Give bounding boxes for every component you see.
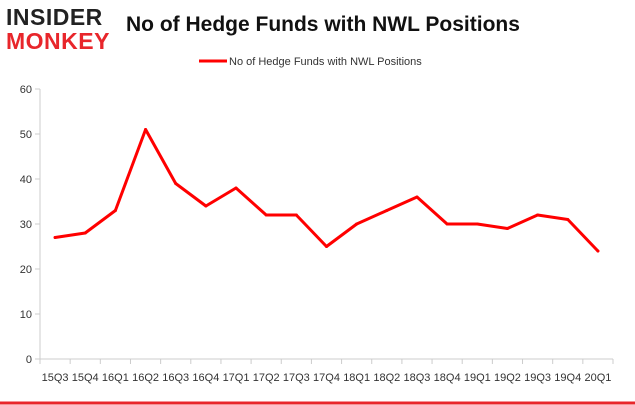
legend-label: No of Hedge Funds with NWL Positions [229, 56, 422, 68]
data-point [53, 236, 57, 239]
x-tick-label: 17Q4 [313, 372, 340, 384]
logo-line-1: INSIDER [6, 4, 103, 30]
x-tick-label: 15Q4 [72, 372, 99, 384]
x-tick-label: 16Q2 [132, 372, 159, 384]
x-tick-label: 17Q1 [223, 372, 250, 384]
data-point [445, 222, 449, 226]
x-tick-label: 16Q3 [162, 372, 189, 384]
series-line [53, 128, 600, 253]
logo-line-2: MONKEY [6, 28, 110, 54]
x-tick-label: 17Q3 [283, 372, 310, 384]
data-point [204, 204, 208, 208]
data-point [144, 128, 148, 131]
data-point [415, 195, 419, 199]
legend: No of Hedge Funds with NWL Positions [199, 56, 422, 68]
data-point [234, 186, 238, 190]
data-point [113, 209, 117, 212]
x-tick-label: 19Q1 [464, 372, 491, 384]
x-tick-label: 18Q2 [373, 372, 400, 384]
x-tick-label: 16Q1 [102, 372, 129, 384]
y-tick-label: 20 [20, 264, 32, 276]
data-point [385, 209, 389, 212]
data-point [566, 218, 570, 221]
data-point [174, 182, 178, 185]
series-layer [53, 128, 600, 253]
x-tick-label: 18Q3 [404, 372, 431, 384]
data-point [264, 213, 268, 217]
y-tick-label: 30 [20, 219, 32, 231]
chart-title: No of Hedge Funds with NWL Positions [126, 13, 520, 36]
data-point [475, 222, 479, 226]
data-point [596, 249, 600, 253]
y-tick-label: 60 [20, 84, 32, 96]
x-tick-label: 17Q2 [253, 372, 280, 384]
x-tick-label: 20Q1 [584, 372, 611, 384]
x-tick-label: 16Q4 [192, 372, 219, 384]
insider-monkey-logo: INSIDER MONKEY [6, 6, 118, 53]
y-tick-label: 0 [26, 354, 32, 366]
x-tick-label: 18Q4 [434, 372, 461, 384]
data-point [325, 245, 328, 248]
y-tick-label: 50 [20, 129, 32, 141]
x-tick-label: 15Q3 [42, 372, 69, 384]
y-tick-label: 10 [20, 309, 32, 321]
y-axis: 0 10 20 30 40 50 60 [20, 84, 41, 366]
x-tick-label: 19Q2 [494, 372, 521, 384]
data-point [83, 231, 87, 235]
x-tick-label: 19Q4 [554, 372, 581, 384]
data-point [505, 227, 509, 230]
data-point [294, 213, 298, 217]
x-tick-label: 19Q3 [524, 372, 551, 384]
x-tick-label: 18Q1 [343, 372, 370, 384]
x-axis: 15Q3 15Q4 16Q1 16Q2 16Q3 16Q4 17Q1 17Q2 17Q3 17Q4… [39, 358, 614, 384]
y-tick-label: 40 [20, 174, 32, 186]
data-point [536, 213, 540, 217]
data-point [355, 222, 359, 226]
